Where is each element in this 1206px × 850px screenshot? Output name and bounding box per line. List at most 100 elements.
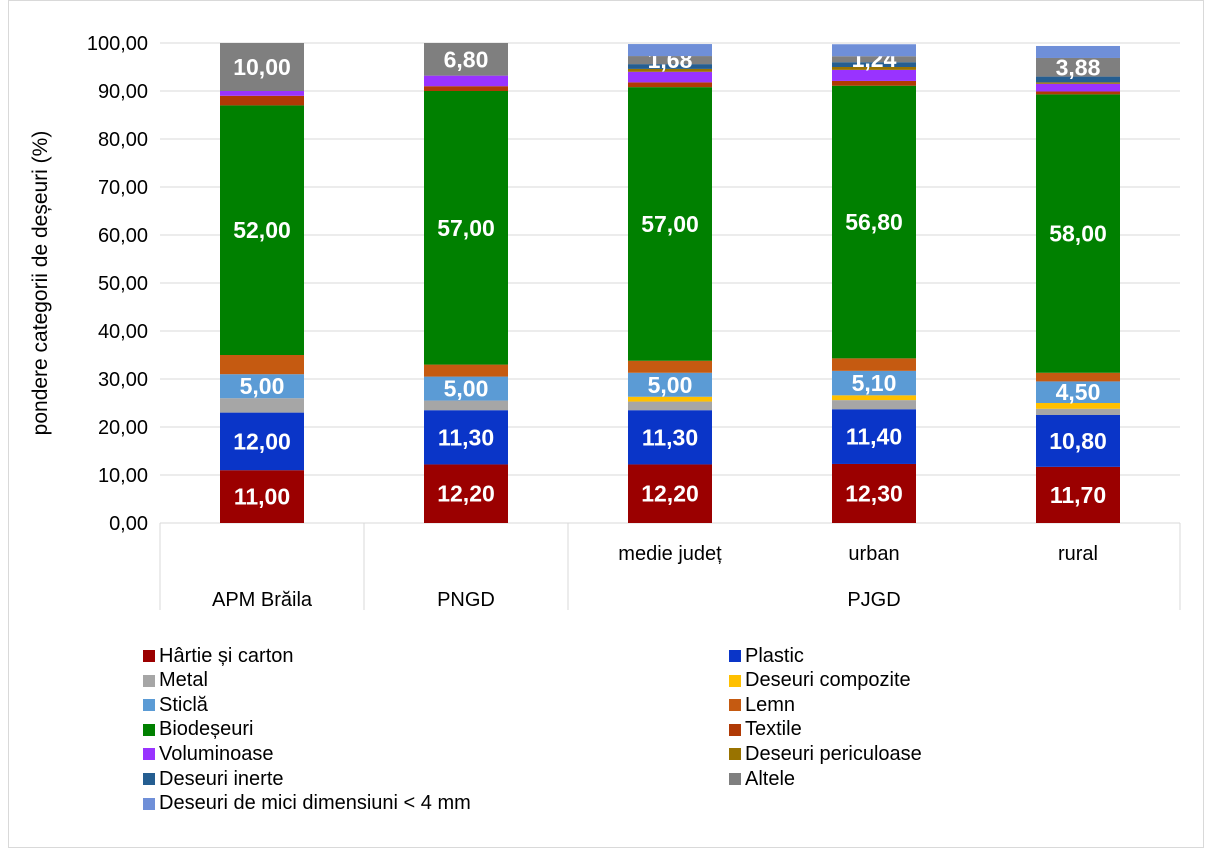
data-label: 11,70 <box>1050 482 1106 508</box>
y-tick-label: 40,00 <box>98 321 148 343</box>
bar-segment <box>832 370 916 396</box>
chart-frame <box>8 0 1204 848</box>
y-tick-label: 20,00 <box>98 417 148 439</box>
data-label: 11,00 <box>234 484 290 510</box>
data-label: 10,80 <box>1049 428 1107 454</box>
bar-segment <box>628 82 712 88</box>
x-category-label: rural <box>1058 543 1098 565</box>
bar-segment <box>424 91 508 365</box>
bar-segment <box>832 62 916 67</box>
legend-label: Textile <box>745 718 802 741</box>
x-group-label: PNGD <box>437 589 495 611</box>
bar-segment <box>220 470 304 523</box>
bar-segment <box>832 463 916 523</box>
bar-segment <box>220 105 304 356</box>
data-label: 3,88 <box>1056 54 1101 80</box>
bar-segment <box>220 91 304 96</box>
data-label: 4,50 <box>1056 379 1101 405</box>
data-label: 5,00 <box>444 376 489 402</box>
legend-swatch <box>729 674 741 687</box>
data-label: 57,00 <box>641 211 699 237</box>
x-group-label: APM Brăila <box>212 589 313 611</box>
bar-segment <box>424 464 508 523</box>
legend-swatch <box>143 797 155 810</box>
bar-segment <box>832 69 916 81</box>
data-label: 11,30 <box>642 424 698 450</box>
legend-label: Deseuri compozite <box>745 669 911 692</box>
legend-item: Hârtie și carton <box>143 643 294 669</box>
bar-segment <box>1036 381 1120 403</box>
x-category-label: urban <box>848 543 899 565</box>
legend-item: Plastic <box>729 643 804 669</box>
bar-segment <box>832 44 916 57</box>
bar-segment <box>628 464 712 523</box>
legend-item: Sticlă <box>143 692 208 718</box>
legend-item: Biodeșeuri <box>143 717 254 743</box>
bar-segment <box>424 400 508 411</box>
bar-segment <box>832 400 916 410</box>
bar-segment <box>628 44 712 57</box>
data-label: 12,20 <box>437 481 495 507</box>
legend-swatch <box>729 650 741 662</box>
legend-item: Deseuri compozite <box>729 668 911 694</box>
data-label: 10,00 <box>233 54 291 80</box>
data-label: 58,00 <box>1049 221 1107 247</box>
bar-segment <box>832 358 916 371</box>
data-label: 52,00 <box>233 217 291 243</box>
data-label: 12,00 <box>233 428 291 454</box>
bar-segment <box>220 95 304 106</box>
bar-segment <box>628 56 712 65</box>
y-axis-title: pondere categorii de deșeuri (%) <box>29 131 52 436</box>
bar-segment <box>1036 408 1120 415</box>
legend-label: Biodeșeuri <box>159 718 254 741</box>
legend-label: Plastic <box>745 644 804 667</box>
bar-segment <box>628 360 712 373</box>
legend-item: Deseuri inerte <box>143 766 284 792</box>
bar-segment <box>628 396 712 402</box>
legend-swatch <box>143 723 155 736</box>
legend-item: Altele <box>729 766 795 792</box>
y-tick-label: 50,00 <box>98 273 148 295</box>
legend-label: Deseuri periculoase <box>745 742 922 765</box>
data-label: 56,80 <box>845 209 903 235</box>
y-tick-label: 80,00 <box>98 129 148 151</box>
bar-segment <box>1036 415 1120 467</box>
legend-swatch <box>143 674 155 687</box>
bar-segment <box>832 67 916 70</box>
legend-swatch <box>729 773 741 785</box>
legend-label: Hârtie și carton <box>159 644 294 667</box>
bar-segment <box>628 401 712 411</box>
legend-swatch <box>143 748 155 761</box>
y-tick-label: 100,00 <box>87 33 148 55</box>
bar-segment <box>628 372 712 397</box>
legend-label: Voluminoase <box>159 742 274 765</box>
bar-segment <box>1036 83 1120 92</box>
legend-label: Deseuri de mici dimensiuni < 4 mm <box>159 792 471 815</box>
bar-segment <box>628 71 712 83</box>
legend-label: Altele <box>745 767 796 790</box>
bar-segment <box>1036 82 1120 84</box>
data-label: 11,40 <box>846 424 902 450</box>
bar-segment <box>424 43 508 76</box>
legend-label: Sticlă <box>159 693 208 716</box>
legend-label: Deseuri inerte <box>159 767 284 790</box>
legend-swatch <box>143 699 155 712</box>
bar-segment <box>832 395 916 401</box>
y-tick-label: 0,00 <box>109 513 148 535</box>
legend-label: Lemn <box>745 693 796 716</box>
bar-segment <box>628 410 712 465</box>
bar-segment <box>1036 94 1120 373</box>
bar-segment <box>1036 57 1120 77</box>
bar-segment <box>832 56 916 63</box>
bar-segment <box>1036 76 1120 83</box>
bar-segment <box>1036 372 1120 382</box>
bar-segment <box>832 80 916 86</box>
data-label: 5,00 <box>648 372 693 398</box>
legend-label: Metal <box>159 669 208 692</box>
x-category-label: medie județ <box>618 543 722 565</box>
legend-item: Textile <box>729 717 802 743</box>
bar-segment <box>1036 466 1120 523</box>
y-tick-label: 30,00 <box>98 369 148 391</box>
bar-segment <box>220 43 304 91</box>
data-label: 5,00 <box>240 373 285 399</box>
